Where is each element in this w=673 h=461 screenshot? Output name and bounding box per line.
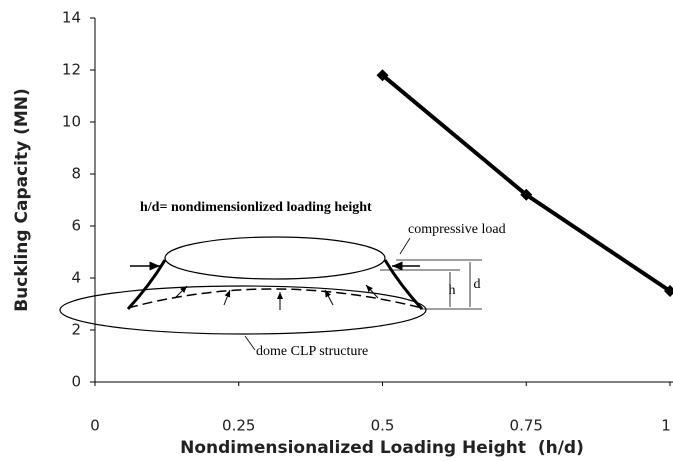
annotation: h/d= nondimensionlized loading height	[140, 200, 372, 215]
y-tick-label: 2	[71, 321, 81, 339]
x-tick-label: 0	[90, 417, 100, 435]
annotation: h	[449, 283, 456, 298]
dome-diagram	[60, 237, 482, 350]
y-tick-label: 4	[71, 269, 81, 287]
y-tick-label: 6	[71, 217, 81, 235]
x-tick-label: 0.25	[222, 417, 255, 435]
y-axis-title: Buckling Capacity (MN)	[12, 88, 32, 312]
y-tick-label: 0	[71, 373, 81, 391]
x-tick-label: 0.75	[510, 417, 543, 435]
page: {"chart_data": {"type": "line", "x": [0.…	[0, 0, 673, 461]
y-tick-label: 10	[62, 113, 81, 131]
annotation: dome CLP structure	[256, 344, 368, 359]
y-tick-label: 8	[71, 165, 81, 183]
x-tick-label: 1	[661, 417, 671, 435]
x-tick-label: 0.5	[371, 417, 395, 435]
y-tick-label: 12	[62, 61, 81, 79]
y-tick-label: 14	[62, 9, 81, 27]
annotation: compressive load	[408, 222, 506, 237]
data-line	[383, 75, 671, 291]
chart: h/d= nondimensionlized loading height co…	[0, 0, 673, 461]
x-axis-title: Nondimensionalized Loading Height (h/d)	[180, 438, 584, 458]
annotation: d	[474, 277, 481, 292]
